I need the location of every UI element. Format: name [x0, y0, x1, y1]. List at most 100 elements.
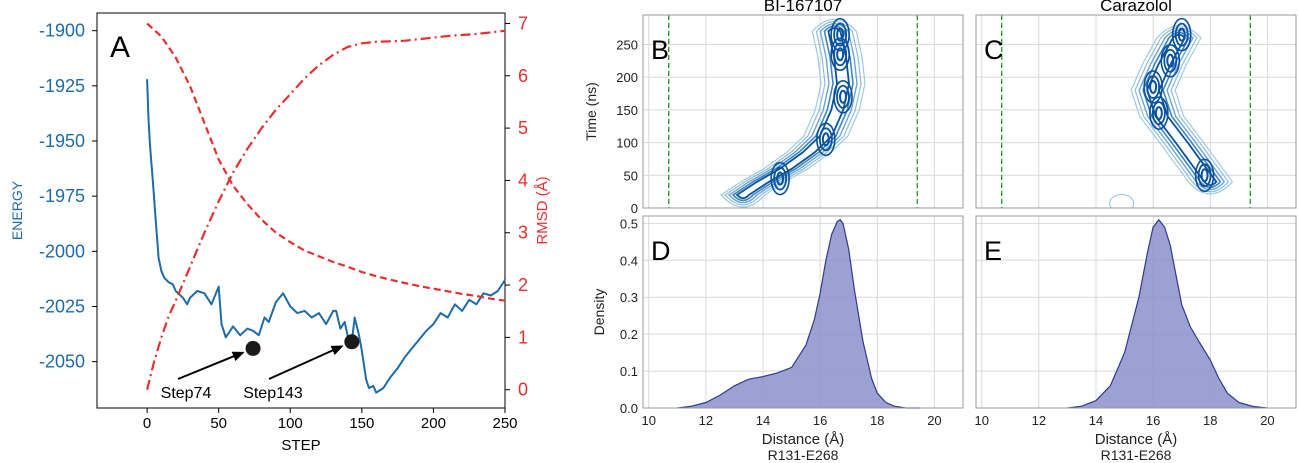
y-left-tick-label: -1925 — [39, 76, 85, 96]
contour-peak-ring — [833, 22, 848, 47]
series-line-energy — [146, 79, 506, 394]
x-tick-label: 12 — [699, 413, 713, 428]
series-line-rmsd-down — [146, 22, 506, 302]
panel-label: E — [984, 236, 1002, 266]
panel-b-background — [643, 15, 963, 208]
contour-peak-ring — [836, 47, 845, 62]
panel-title: Carazolol — [1100, 0, 1172, 15]
contour-peak-ring — [776, 171, 785, 186]
y-tick-label: 0.4 — [620, 253, 638, 268]
y-left-tick-label: -2050 — [39, 352, 85, 372]
highlight-point — [245, 340, 261, 356]
y-tick-label: 0.2 — [620, 327, 638, 342]
contour-group — [720, 17, 866, 208]
y-left-tick-label: -2000 — [39, 241, 85, 261]
contour-peak-ring — [770, 161, 790, 196]
x-tick-label: 20 — [927, 413, 941, 428]
contour-peak-ring — [1171, 17, 1192, 52]
x-tick-label: 200 — [421, 415, 446, 432]
x-tick-label: 16 — [1146, 413, 1160, 428]
x-axis-sublabel: R131-E268 — [768, 447, 839, 463]
density-line — [1067, 218, 1268, 409]
y-tick-label: 0.5 — [620, 216, 638, 231]
annotation-label: Step74 — [161, 385, 212, 402]
panel-c-frame — [975, 14, 1297, 209]
x-axis-label: Distance (Å) — [762, 431, 845, 448]
contour-peak-ring — [1200, 168, 1209, 183]
x-tick-label: 16 — [813, 413, 827, 428]
contour-peak-ring — [1194, 158, 1215, 193]
contour-peak-ring — [1177, 27, 1186, 42]
contour-peak-ring — [1149, 79, 1158, 94]
highlight-point — [344, 334, 360, 350]
y-left-tick-label: -2025 — [39, 296, 85, 316]
contour-line — [1138, 29, 1226, 191]
contour-peak-ring — [816, 122, 836, 157]
contour-peak-ring — [1154, 106, 1163, 121]
y-tick-label: 100 — [616, 136, 638, 151]
panel-label: D — [651, 236, 671, 266]
y-axis-label: Time (ns) — [583, 82, 599, 141]
contour-line — [731, 25, 854, 202]
y-right-tick-label: 6 — [518, 66, 528, 86]
panel-c: Carazolol C — [975, 0, 1297, 209]
panel-label: B — [651, 35, 669, 65]
y-right-tick-label: 2 — [518, 275, 528, 295]
x-tick-label: 50 — [210, 415, 227, 432]
x-tick-label: 18 — [1203, 413, 1217, 428]
x-tick-label: 250 — [492, 415, 517, 432]
contour-peak-ring — [830, 37, 850, 72]
panel-d-frame — [642, 215, 964, 409]
panel-b: 0 50 100 150 200 250 Time (ns) BI-167107 B — [583, 0, 964, 216]
x-tick-label: 0 — [143, 415, 151, 432]
y-tick-label: 250 — [616, 37, 638, 52]
contour-peak-ring — [1174, 22, 1189, 47]
contour-peak-ring — [833, 42, 848, 67]
x-axis-label: Distance (Å) — [1095, 431, 1178, 448]
contour-peak-ring — [1149, 96, 1169, 130]
y-left-tick-label: -1975 — [39, 186, 85, 206]
panel-a-frame — [96, 12, 506, 409]
x-tick-label: 10 — [641, 413, 655, 428]
x-tick-label: 14 — [1089, 413, 1103, 428]
x-tick-label: 150 — [349, 415, 374, 432]
contour-line — [724, 20, 862, 206]
contour-peak-ring — [1146, 75, 1161, 99]
annotation-arrowhead — [231, 351, 245, 361]
x-tick-label: 18 — [870, 413, 884, 428]
panel-label: C — [984, 35, 1004, 65]
series-line-rmsd-up — [146, 29, 506, 390]
y-left-tick-label: -1950 — [39, 131, 85, 151]
contour-peak-ring — [1197, 163, 1212, 188]
y-tick-label: 50 — [624, 168, 638, 183]
contour-peak-ring — [839, 89, 847, 104]
panel-c-background — [976, 15, 1296, 208]
contour-peak-ring — [836, 27, 845, 42]
density-area — [677, 219, 921, 408]
contour-peak-ring — [833, 79, 853, 114]
x-tick-label: 14 — [756, 413, 770, 428]
y-right-tick-label: 4 — [518, 170, 528, 190]
x-tick-label: 12 — [1032, 413, 1046, 428]
contour-peak-ring — [1163, 48, 1178, 73]
y-tick-label: 0 — [631, 201, 638, 216]
x-axis-label: STEP — [281, 437, 320, 454]
density-area — [1067, 219, 1268, 408]
contour-peak-ring — [773, 166, 788, 191]
annotation-arrow-line — [268, 347, 337, 380]
y-right-tick-label: 7 — [518, 13, 528, 33]
y-axis-label: Density — [591, 289, 607, 336]
contour-line — [1130, 25, 1234, 195]
x-tick-label: 20 — [1260, 413, 1274, 428]
y-tick-label: 0.1 — [620, 364, 638, 379]
x-tick-label: 10 — [974, 413, 988, 428]
contour-line — [720, 18, 866, 208]
panel-label: A — [110, 31, 130, 64]
contour-peak-ring — [830, 17, 850, 52]
annotation-label: Step143 — [243, 385, 303, 402]
panel-e-frame — [975, 215, 1297, 409]
x-axis-sublabel: R131-E268 — [1101, 447, 1172, 463]
annotation-arrow-line — [177, 353, 238, 380]
panel-b-frame — [642, 14, 964, 209]
